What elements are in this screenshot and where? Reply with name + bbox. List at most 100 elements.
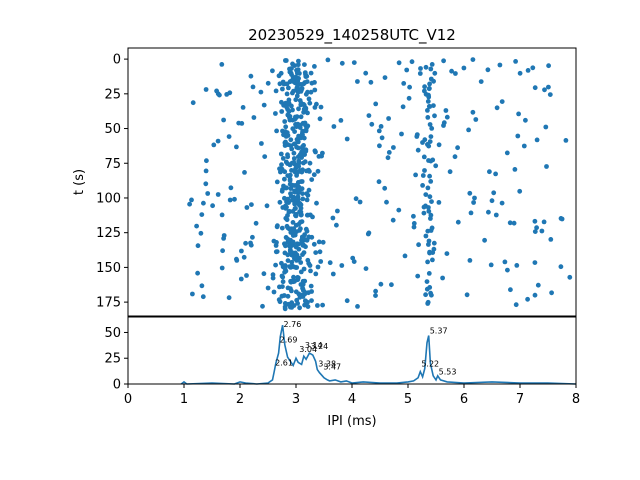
scatter-point bbox=[276, 73, 282, 79]
peak-label: 5.37 bbox=[430, 326, 448, 335]
scatter-point bbox=[290, 220, 296, 225]
scatter-point bbox=[427, 122, 433, 127]
scatter-point bbox=[373, 293, 378, 298]
scatter-point bbox=[298, 219, 303, 225]
scatter-point bbox=[194, 223, 200, 229]
scatter-point bbox=[300, 144, 305, 150]
scatter-point bbox=[547, 92, 553, 97]
hist-y-tick-label: 50 bbox=[104, 326, 121, 341]
scatter-point bbox=[504, 150, 510, 156]
scatter-point bbox=[440, 275, 445, 281]
scatter-point bbox=[423, 292, 428, 298]
scatter-point bbox=[238, 276, 244, 282]
scatter-point bbox=[544, 164, 549, 169]
scatter-point bbox=[289, 263, 295, 269]
scatter-point bbox=[426, 205, 431, 210]
scatter-point bbox=[308, 283, 314, 289]
scatter-point bbox=[270, 272, 276, 278]
y-axis-ticks: 0 25 50 75 100 125 150 175 bbox=[96, 53, 128, 311]
scatter-point bbox=[428, 179, 434, 184]
scatter-point bbox=[283, 159, 289, 165]
scatter-point bbox=[302, 159, 308, 165]
scatter-point bbox=[425, 99, 431, 104]
scatter-point bbox=[297, 305, 302, 311]
scatter-point bbox=[535, 282, 541, 288]
scatter-point bbox=[488, 262, 494, 268]
scatter-point bbox=[525, 296, 530, 302]
scatter-point bbox=[306, 187, 312, 193]
scatter-point bbox=[470, 109, 476, 115]
scatter-point bbox=[532, 218, 538, 224]
scatter-point bbox=[195, 270, 201, 276]
scatter-point bbox=[244, 205, 250, 210]
scatter-point bbox=[317, 249, 323, 255]
scatter-point bbox=[339, 60, 345, 66]
scatter-point bbox=[298, 179, 304, 185]
scatter-point bbox=[253, 220, 259, 226]
scatter-point bbox=[296, 76, 301, 81]
scatter-point bbox=[299, 186, 305, 192]
scatter-point bbox=[289, 259, 295, 265]
scatter-point bbox=[214, 88, 220, 94]
scatter-point bbox=[411, 224, 417, 230]
scatter-point bbox=[286, 85, 291, 91]
hist-y-tick-label: 0 bbox=[113, 378, 121, 393]
scatter-point bbox=[335, 208, 340, 214]
scatter-point bbox=[330, 271, 336, 277]
scatter-point bbox=[502, 259, 508, 265]
scatter-point bbox=[558, 264, 564, 270]
scatter-point bbox=[421, 210, 427, 216]
scatter-point bbox=[288, 137, 294, 143]
scatter-point bbox=[280, 274, 286, 280]
scatter-point bbox=[350, 255, 356, 261]
scatter-point bbox=[542, 87, 547, 93]
scatter-point bbox=[296, 106, 301, 112]
scatter-point bbox=[282, 169, 288, 175]
scatter-point bbox=[279, 188, 285, 194]
scatter-point bbox=[425, 115, 431, 120]
scatter-point bbox=[414, 132, 420, 138]
scatter-point bbox=[366, 230, 372, 236]
scatter-point bbox=[429, 292, 434, 298]
peak-label: 3.38 bbox=[318, 359, 336, 368]
scatter-point bbox=[452, 154, 458, 160]
scatter-point bbox=[427, 173, 432, 179]
scatter-point bbox=[250, 234, 255, 240]
scatter-point bbox=[373, 101, 379, 107]
peak-label: 2.61 bbox=[275, 358, 293, 367]
scatter-point bbox=[302, 291, 308, 297]
scatter-point bbox=[280, 156, 286, 161]
scatter-point bbox=[513, 302, 519, 308]
scatter-point bbox=[402, 253, 408, 259]
peak-label: 2.69 bbox=[280, 336, 298, 345]
scatter-point bbox=[307, 263, 313, 268]
scatter-point bbox=[287, 172, 293, 178]
scatter-point bbox=[430, 250, 436, 256]
scatter-point bbox=[301, 106, 307, 112]
scatter-point bbox=[426, 86, 432, 92]
scatter-point bbox=[262, 154, 268, 160]
scatter-point bbox=[351, 60, 357, 65]
peak-label: 2.76 bbox=[284, 320, 302, 329]
scatter-point bbox=[389, 282, 394, 288]
scatter-point bbox=[344, 298, 350, 304]
x-tick-label: 7 bbox=[516, 392, 524, 407]
scatter-point bbox=[300, 132, 305, 138]
scatter-point bbox=[461, 65, 467, 71]
scatter-point bbox=[426, 208, 432, 214]
scatter-point bbox=[275, 223, 280, 229]
scatter-point bbox=[315, 168, 321, 174]
scatter-point bbox=[534, 137, 540, 143]
scatter-point bbox=[310, 214, 315, 220]
scatter-point bbox=[290, 250, 295, 256]
scatter-point bbox=[288, 286, 293, 291]
scatter-point bbox=[295, 139, 301, 144]
scatter-point bbox=[426, 143, 432, 149]
scatter-point bbox=[274, 128, 279, 134]
scatter-point bbox=[493, 171, 498, 177]
scatter-point bbox=[420, 183, 425, 188]
scatter-point bbox=[239, 248, 244, 254]
scatter-point bbox=[290, 126, 296, 132]
scatter-point bbox=[491, 190, 497, 196]
y-tick-label: 25 bbox=[104, 87, 121, 102]
